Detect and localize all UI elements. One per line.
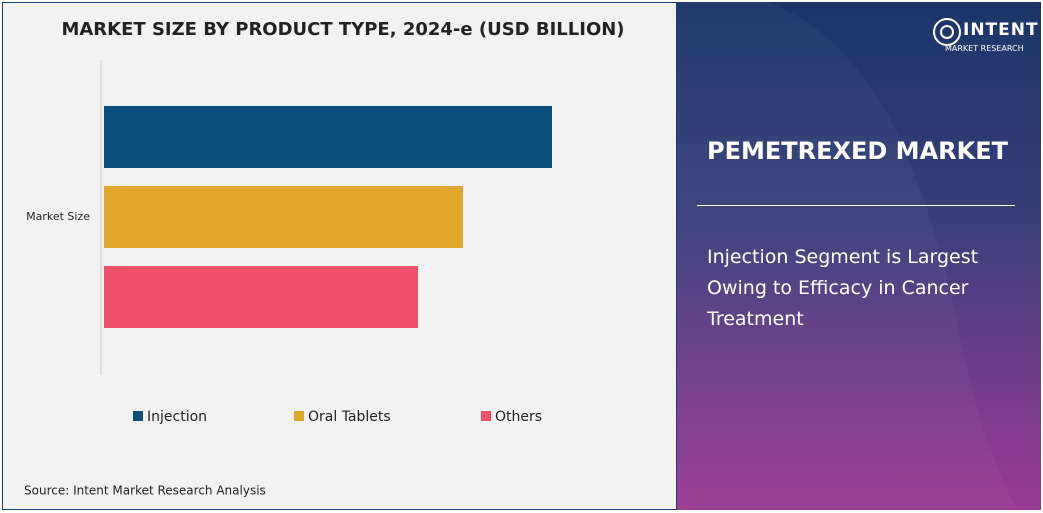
y-tick-label: Market Size (26, 210, 90, 223)
legend-label: Others (495, 409, 542, 425)
legend-label: Oral Tablets (308, 409, 391, 425)
legend-swatch (294, 411, 304, 421)
chart-panel (2, 2, 677, 510)
headline: Injection Segment is Largest Owing to Ef… (707, 246, 979, 330)
legend-swatch (481, 411, 491, 421)
info-panel: INTENT MARKET RESEARCH PEMETREXED MARKET… (677, 2, 1041, 510)
source: Source: Intent Market Research Analysis (24, 484, 266, 498)
bar (104, 266, 418, 328)
bar (104, 106, 552, 168)
panel-title: PEMETREXED MARKET (707, 137, 1008, 165)
logo: INTENT (963, 20, 1039, 40)
chart: MARKET SIZE BY PRODUCT TYPE, 2024-e (USD… (24, 19, 625, 498)
bar (104, 186, 463, 248)
panel-curve (933, 18, 961, 46)
legend-swatch (133, 411, 143, 421)
logo-sub: MARKET RESEARCH (945, 44, 1024, 53)
legend-label: Injection (147, 409, 207, 425)
divider (697, 205, 1015, 206)
chart-title: MARKET SIZE BY PRODUCT TYPE, 2024-e (USD… (61, 19, 624, 40)
